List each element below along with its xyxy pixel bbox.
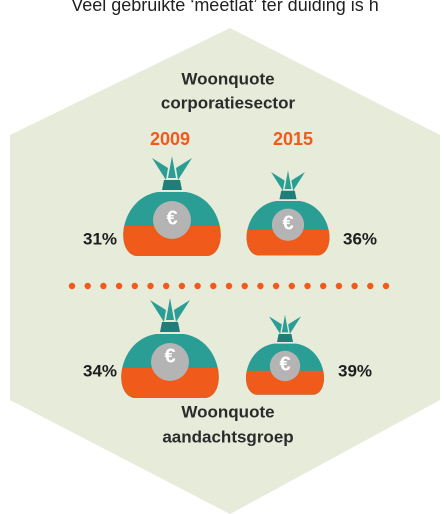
dot [241,282,248,290]
dot [194,282,201,290]
dot [210,282,217,290]
dot [257,282,264,290]
dot [131,282,138,290]
euro: € [279,353,290,375]
top-title: corporatiesector [161,93,296,112]
bottom-title: aandachtsgroep [162,427,293,446]
percentage: 36% [343,229,377,248]
dotted-divider [68,282,390,290]
dot [304,282,311,290]
top-title: Woonquote [181,69,274,88]
dot [163,282,170,290]
bottom-title: Woonquote [181,402,274,421]
dot [115,282,123,290]
euro: € [166,207,177,229]
dot [320,282,327,290]
euro: € [164,345,175,367]
caption: Veel gebruikte ‘meetlat’ ter duiding is … [71,0,379,15]
dot [367,282,374,290]
dot [147,282,154,290]
percentage: 34% [83,361,117,380]
euro: € [282,212,293,234]
dot [335,282,343,290]
year: 2015 [273,129,313,149]
dot [68,282,76,290]
dot [382,282,390,290]
dot [288,282,295,290]
dot [100,282,107,290]
hexagon [10,28,440,514]
dot [225,282,233,290]
dot [272,282,280,290]
percentage: 39% [338,361,372,380]
dot [351,282,358,290]
year: 2009 [150,129,190,149]
dot [84,282,91,290]
percentage: 31% [83,229,117,248]
dot [178,282,186,290]
